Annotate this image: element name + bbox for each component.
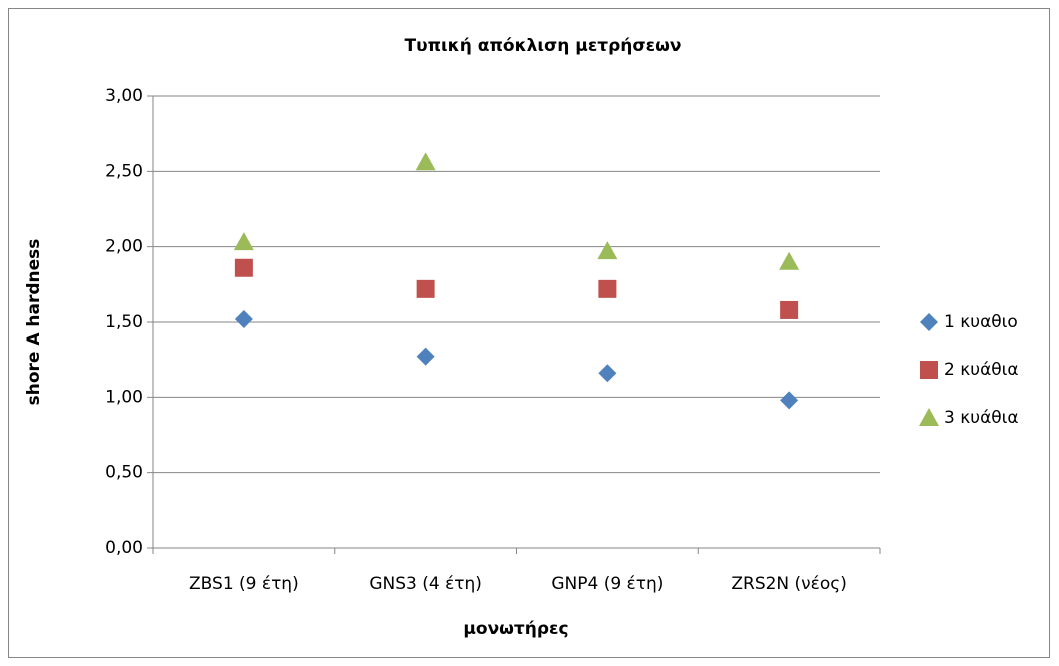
- x-tick-label: GNS3 (4 έτη): [369, 574, 482, 594]
- chart-title: Τυπική απόκλιση μετρήσεων: [405, 36, 682, 56]
- y-tick-label: 2,50: [105, 161, 143, 181]
- y-axis-title: shore A hardness: [24, 239, 44, 406]
- x-tick-label: ZRS2N (νέος): [731, 574, 847, 594]
- y-tick-label: 1,00: [105, 387, 143, 407]
- data-point: [779, 251, 800, 270]
- legend-marker: [920, 361, 938, 379]
- legend-marker: [920, 313, 938, 331]
- data-point: [597, 241, 618, 260]
- data-point: [416, 347, 435, 366]
- x-tick-label: ZBS1 (9 έτη): [189, 574, 299, 594]
- data-point: [233, 232, 254, 251]
- data-point: [598, 279, 617, 298]
- data-point: [415, 152, 436, 171]
- y-tick-label: 0,00: [105, 538, 143, 558]
- y-tick-label: 2,00: [105, 237, 143, 257]
- y-tick-label: 1,50: [105, 312, 143, 332]
- data-point: [780, 300, 799, 319]
- data-point: [234, 258, 253, 277]
- chart-border: [8, 8, 1050, 658]
- data-point: [780, 391, 799, 410]
- legend-label: 1 κυαθιο: [944, 312, 1018, 332]
- data-point: [416, 279, 435, 298]
- data-point: [234, 309, 253, 328]
- y-tick-label: 3,00: [105, 86, 143, 106]
- y-tick-label: 0,50: [105, 463, 143, 483]
- legend-label: 3 κυάθια: [944, 408, 1019, 428]
- legend-label: 2 κυάθια: [944, 360, 1019, 380]
- data-point: [598, 364, 617, 383]
- legend-marker: [919, 408, 939, 426]
- x-axis-title: μονωτήρες: [463, 619, 568, 639]
- x-tick-label: GNP4 (9 έτη): [551, 574, 663, 594]
